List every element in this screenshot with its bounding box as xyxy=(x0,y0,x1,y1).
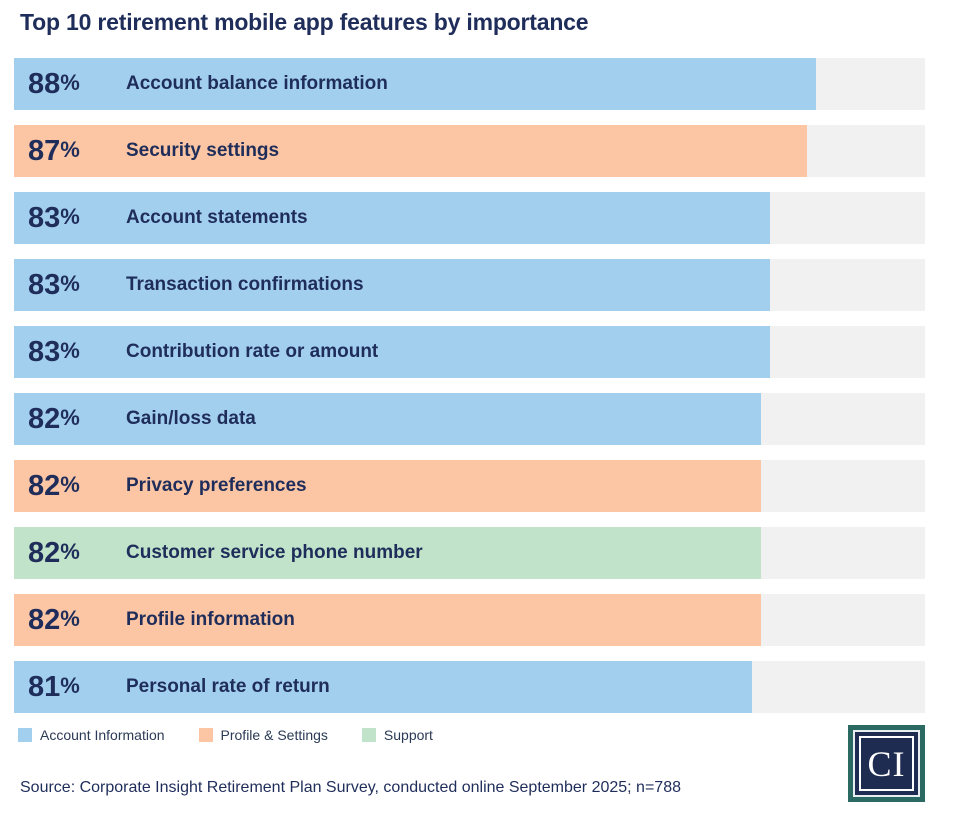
legend-label: Account Information xyxy=(40,727,165,743)
logo-frame: CI xyxy=(859,736,914,791)
bar-value: 81% xyxy=(28,670,80,703)
bar-fill xyxy=(14,192,771,244)
bar-label: Personal rate of return xyxy=(126,676,330,697)
logo-inner-square: CI xyxy=(853,730,920,797)
chart-legend: Account Information Profile & Settings S… xyxy=(18,727,433,743)
bar-row: 82% Customer service phone number xyxy=(14,527,925,579)
bar-label: Transaction confirmations xyxy=(126,274,364,295)
bar-row: 82% Gain/loss data xyxy=(14,393,925,445)
bar-value: 82% xyxy=(28,603,80,636)
bar-row: 82% Profile information xyxy=(14,594,925,646)
corporate-insight-logo: CI xyxy=(848,725,925,802)
bar-row: 83% Transaction confirmations xyxy=(14,259,925,311)
bar-row: 82% Privacy preferences xyxy=(14,460,925,512)
bar-value: 87% xyxy=(28,134,80,167)
bar-row: 83% Contribution rate or amount xyxy=(14,326,925,378)
logo-monogram: CI xyxy=(867,743,906,784)
bar-value: 88% xyxy=(28,67,80,100)
legend-item-support: Support xyxy=(361,727,433,743)
bar-row: 88% Account balance information xyxy=(14,58,925,110)
chart-title: Top 10 retirement mobile app features by… xyxy=(20,9,589,35)
legend-item-profile-settings: Profile & Settings xyxy=(198,727,328,743)
bar-row: 87% Security settings xyxy=(14,125,925,177)
bar-label: Profile information xyxy=(126,609,295,630)
legend-swatch-green xyxy=(361,728,376,742)
legend-label: Support xyxy=(383,727,433,743)
bar-label: Account balance information xyxy=(126,73,388,94)
bar-label: Security settings xyxy=(126,140,280,161)
bar-label: Contribution rate or amount xyxy=(126,341,379,362)
bar-row: 81% Personal rate of return xyxy=(14,661,925,713)
bar-value: 82% xyxy=(28,536,80,569)
legend-item-account-information: Account Information xyxy=(18,727,165,743)
bar-fill xyxy=(14,594,762,646)
bar-fill xyxy=(14,259,771,311)
bar-label: Customer service phone number xyxy=(126,542,423,563)
bar-value: 83% xyxy=(28,335,80,368)
bar-label: Account statements xyxy=(126,207,308,228)
bar-value: 82% xyxy=(28,402,80,435)
bar-fill xyxy=(14,393,762,445)
bar-fill xyxy=(14,326,771,378)
bar-value: 83% xyxy=(28,268,80,301)
bar-fill xyxy=(14,460,762,512)
legend-label: Profile & Settings xyxy=(220,727,328,743)
bar-row: 83% Account statements xyxy=(14,192,925,244)
bar-fill xyxy=(14,125,807,177)
bar-value: 83% xyxy=(28,201,80,234)
bar-label: Gain/loss data xyxy=(126,408,256,429)
bar-label: Privacy preferences xyxy=(126,475,307,496)
bar-chart: 88% Account balance information 87% Secu… xyxy=(14,58,925,728)
source-note: Source: Corporate Insight Retirement Pla… xyxy=(20,779,681,796)
bar-fill xyxy=(14,661,752,713)
bar-fill xyxy=(14,527,762,579)
bar-fill xyxy=(14,58,816,110)
legend-swatch-blue xyxy=(18,728,32,742)
legend-swatch-orange xyxy=(198,728,213,742)
bar-value: 82% xyxy=(28,469,80,502)
